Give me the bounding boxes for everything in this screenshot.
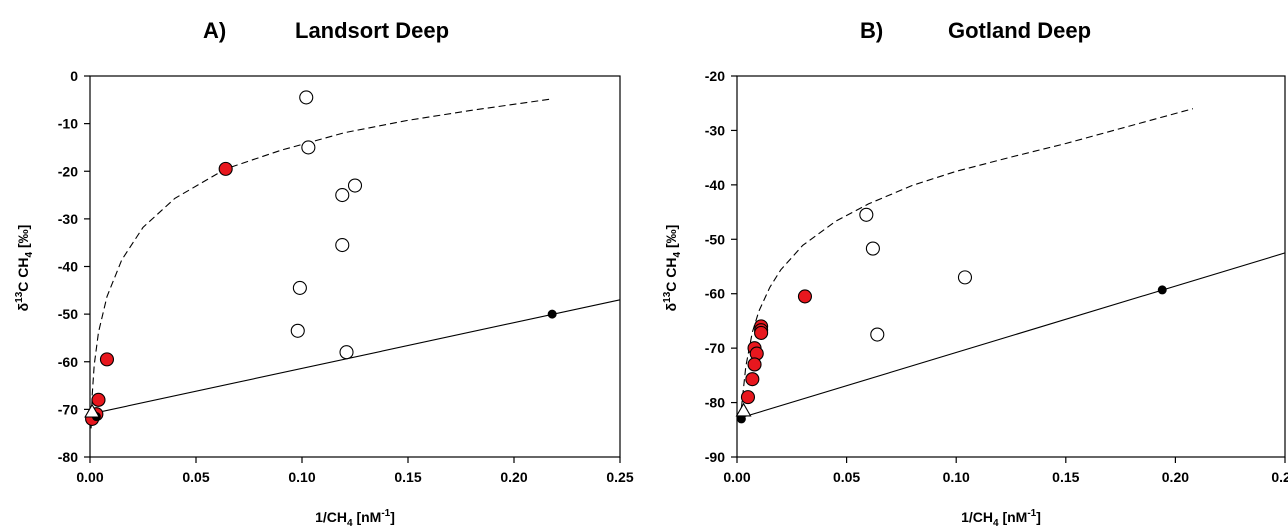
panel-b-plot-area: 0.00 0.05 0.10 0.15 0.20 0.25 -20 -30 -40 -50 -60 -…: [705, 68, 1288, 485]
solid-line: [89, 299, 621, 415]
red-circle-point: [747, 357, 762, 372]
solid-line: [736, 252, 1286, 420]
red-circle-point: [754, 325, 769, 340]
red-circle-point: [99, 352, 115, 367]
y-tick-label: -10: [58, 116, 78, 132]
panel-b-x-axis-label: 1/CH4 [nM-1]: [961, 508, 1041, 529]
x-tick-label: 0.05: [182, 469, 209, 485]
open-circle-point: [292, 280, 307, 295]
panel-a: A) Landsort Deep 0.00 0.05 0.10 0.15 0.20 0.2…: [14, 18, 634, 529]
open-circle-point: [957, 270, 973, 285]
dashed-curve: [90, 98, 553, 429]
open-circle-point: [290, 323, 305, 338]
red-circle-point: [797, 289, 813, 304]
x-tick-label: 0.10: [288, 469, 315, 485]
y-tick-label: -20: [705, 68, 725, 84]
panel-a-plot-area: 0.00 0.05 0.10 0.15 0.20 0.25 0 -10 -20 -30 -40 -50…: [58, 68, 634, 485]
plot-frame: [89, 75, 621, 458]
y-tick-label: -50: [705, 231, 725, 247]
open-circle-point: [859, 207, 874, 222]
red-circle-point: [745, 372, 760, 387]
panel-b-title: Gotland Deep: [948, 18, 1091, 43]
x-tick-label: 0.20: [1162, 469, 1189, 485]
y-tick-label: -70: [58, 401, 78, 417]
black-dot-point: [547, 309, 557, 319]
y-tick-label: -90: [705, 449, 725, 465]
red-circle-point: [218, 161, 233, 176]
y-tick-label: -30: [58, 211, 78, 227]
panel-a-title: Landsort Deep: [295, 18, 449, 43]
open-circle-point: [339, 345, 354, 360]
panel-a-y-axis-label: δ13C CH4 [‰]: [14, 225, 35, 312]
red-circle-point: [740, 390, 756, 405]
panel-b: B) Gotland Deep 0.00 0.05 0.10 0.15 0.20 0.25…: [662, 18, 1288, 529]
open-circle-point: [301, 140, 316, 155]
open-circle-point: [299, 90, 314, 105]
y-tick-label: -20: [58, 163, 78, 179]
panel-a-x-axis-label: 1/CH4 [nM-1]: [315, 508, 395, 529]
panel-b-letter: B): [860, 18, 883, 43]
y-tick-label: -70: [705, 340, 725, 356]
open-circle-point: [347, 178, 363, 193]
open-circle-point: [870, 327, 885, 342]
y-tick-label: -60: [705, 286, 725, 302]
x-tick-label: 0.15: [394, 469, 421, 485]
black-dot-point: [1157, 285, 1167, 295]
y-tick-label: -80: [58, 449, 78, 465]
y-tick-label: -40: [705, 177, 725, 193]
red-circle-point: [91, 392, 106, 407]
x-tick-label: 0.10: [943, 469, 970, 485]
y-tick-label: 0: [70, 68, 78, 84]
x-tick-label: 0.25: [1271, 469, 1288, 485]
x-tick-label: 0.20: [500, 469, 527, 485]
open-triangle-point: [84, 403, 101, 418]
x-tick-label: 0.25: [606, 469, 633, 485]
panel-b-y-axis-label: δ13C CH4 [‰]: [662, 225, 683, 312]
open-circle-point: [335, 238, 350, 253]
plot-frame: [736, 75, 1286, 458]
y-tick-label: -40: [58, 259, 78, 275]
y-tick-label: -80: [705, 395, 725, 411]
y-tick-label: -60: [58, 354, 78, 370]
dashed-curve: [740, 108, 1194, 409]
y-tick-label: -30: [705, 122, 725, 138]
panel-a-letter: A): [203, 18, 226, 43]
open-triangle-point: [735, 402, 752, 417]
x-tick-label: 0.15: [1052, 469, 1079, 485]
y-tick-label: -50: [58, 306, 78, 322]
open-circle-point: [865, 241, 880, 256]
open-circle-point: [335, 188, 350, 203]
x-tick-label: 0.00: [76, 469, 103, 485]
x-tick-label: 0.05: [833, 469, 860, 485]
x-tick-label: 0.00: [723, 469, 750, 485]
